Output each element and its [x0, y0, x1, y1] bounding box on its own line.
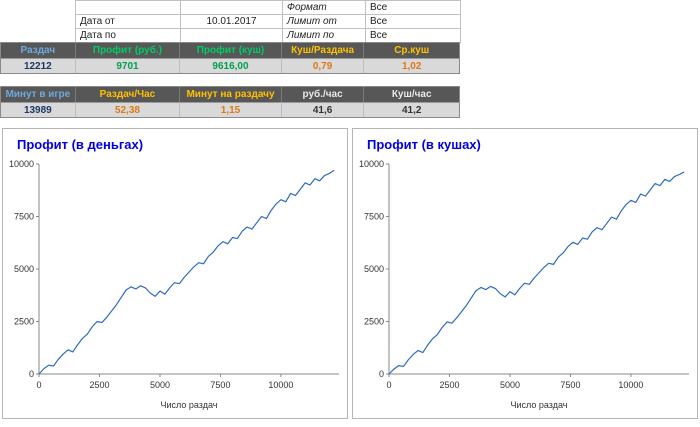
profit-rub-value: 9701: [75, 58, 181, 73]
svg-text:10000: 10000: [618, 380, 643, 390]
empty-cell[interactable]: [181, 1, 283, 15]
svg-text:2500: 2500: [364, 317, 384, 327]
format-label: Формат: [283, 1, 366, 15]
profit-rub-header: Профит (руб.): [75, 43, 181, 58]
profit-bb-header: Профит (куш): [180, 43, 282, 58]
empty-cell[interactable]: [76, 1, 181, 15]
svg-text:10000: 10000: [268, 380, 293, 390]
profit-bb-chart-panel: Профит (в кушах) 0 2500 5000 7500 10000 0 2500…: [352, 128, 698, 419]
filter-row-2: Дата от 10.01.2017 Лимит от Все: [76, 15, 461, 29]
svg-text:10000: 10000: [9, 159, 34, 169]
svg-text:0: 0: [386, 380, 391, 390]
stats2-header-row: Минут в игре Раздач/Час Минут на раздачу…: [1, 87, 459, 102]
svg-text:Число раздач: Число раздач: [511, 400, 568, 410]
svg-text:7500: 7500: [560, 380, 580, 390]
bb-per-hand-value: 0,79: [281, 58, 365, 73]
limit-to-value-cell[interactable]: Все: [366, 29, 461, 43]
avg-bb-value: 1,02: [364, 58, 459, 73]
svg-text:5000: 5000: [364, 264, 384, 274]
hands-per-hour-value: 52,38: [75, 102, 181, 117]
svg-text:Число раздач: Число раздач: [161, 400, 218, 410]
filter-row-3: Дата по Лимит по Все: [76, 29, 461, 43]
profit-bb-value: 9616,00: [180, 58, 282, 73]
bb-per-hour-header: Куш/час: [364, 87, 459, 102]
avg-bb-header: Ср.куш: [364, 43, 459, 58]
limit-from-label: Лимит от: [283, 15, 366, 29]
minutes-per-hand-value: 1,15: [180, 102, 282, 117]
minutes-played-value: 13989: [1, 102, 76, 117]
profit-money-chart: 0 2500 5000 7500 10000 0 2500 5000 7500 10000 Числ…: [9, 159, 339, 410]
limit-to-label: Лимит по: [283, 29, 366, 43]
profit-bb-chart: 0 2500 5000 7500 10000 0 2500 5000 7500 10000 Числ…: [359, 159, 689, 410]
filter-row-1: Формат Все: [76, 1, 461, 15]
svg-text:2500: 2500: [89, 380, 109, 390]
profit-money-chart-panel: Профит (в деньгах) 0 2500 5000 7500 10000 0 25…: [2, 128, 348, 419]
limit-from-value-cell[interactable]: Все: [366, 15, 461, 29]
svg-text:2500: 2500: [14, 317, 34, 327]
format-value-cell[interactable]: Все: [366, 1, 461, 15]
stats1-header-row: Раздач Профит (руб.) Профит (куш) Куш/Ра…: [1, 43, 459, 58]
date-from-label: Дата от: [76, 15, 181, 29]
hands-per-hour-header: Раздач/Час: [75, 87, 181, 102]
stats2-value-row: 13989 52,38 1,15 41,6 41,2: [1, 102, 459, 117]
svg-text:5000: 5000: [500, 380, 520, 390]
svg-text:0: 0: [36, 380, 41, 390]
rub-per-hour-header: руб./час: [281, 87, 365, 102]
svg-text:5000: 5000: [14, 264, 34, 274]
svg-text:7500: 7500: [210, 380, 230, 390]
svg-text:0: 0: [379, 369, 384, 379]
stats-table-1: Раздач Профит (руб.) Профит (куш) Куш/Ра…: [0, 42, 460, 74]
profit-bb-chart-title: Профит (в кушах): [367, 137, 481, 152]
svg-text:5000: 5000: [150, 380, 170, 390]
svg-text:0: 0: [29, 369, 34, 379]
date-from-value-cell[interactable]: 10.01.2017: [181, 15, 283, 29]
minutes-per-hand-header: Минут на раздачу: [180, 87, 282, 102]
svg-text:2500: 2500: [439, 380, 459, 390]
bb-per-hand-header: Куш/Раздача: [281, 43, 365, 58]
bb-per-hour-value: 41,2: [364, 102, 459, 117]
minutes-played-header: Минут в игре: [1, 87, 76, 102]
stats1-value-row: 12212 9701 9616,00 0,79 1,02: [1, 58, 459, 73]
stats-table-2: Минут в игре Раздач/Час Минут на раздачу…: [0, 86, 460, 118]
hands-header: Раздач: [1, 43, 76, 58]
svg-text:10000: 10000: [359, 159, 384, 169]
date-to-label: Дата по: [76, 29, 181, 43]
svg-text:7500: 7500: [364, 212, 384, 222]
hands-value: 12212: [1, 58, 76, 73]
profit-money-chart-title: Профит (в деньгах): [17, 137, 144, 152]
rub-per-hour-value: 41,6: [281, 102, 365, 117]
filter-table: Формат Все Дата от 10.01.2017 Лимит от В…: [75, 0, 461, 43]
svg-text:7500: 7500: [14, 212, 34, 222]
date-to-value-cell[interactable]: [181, 29, 283, 43]
